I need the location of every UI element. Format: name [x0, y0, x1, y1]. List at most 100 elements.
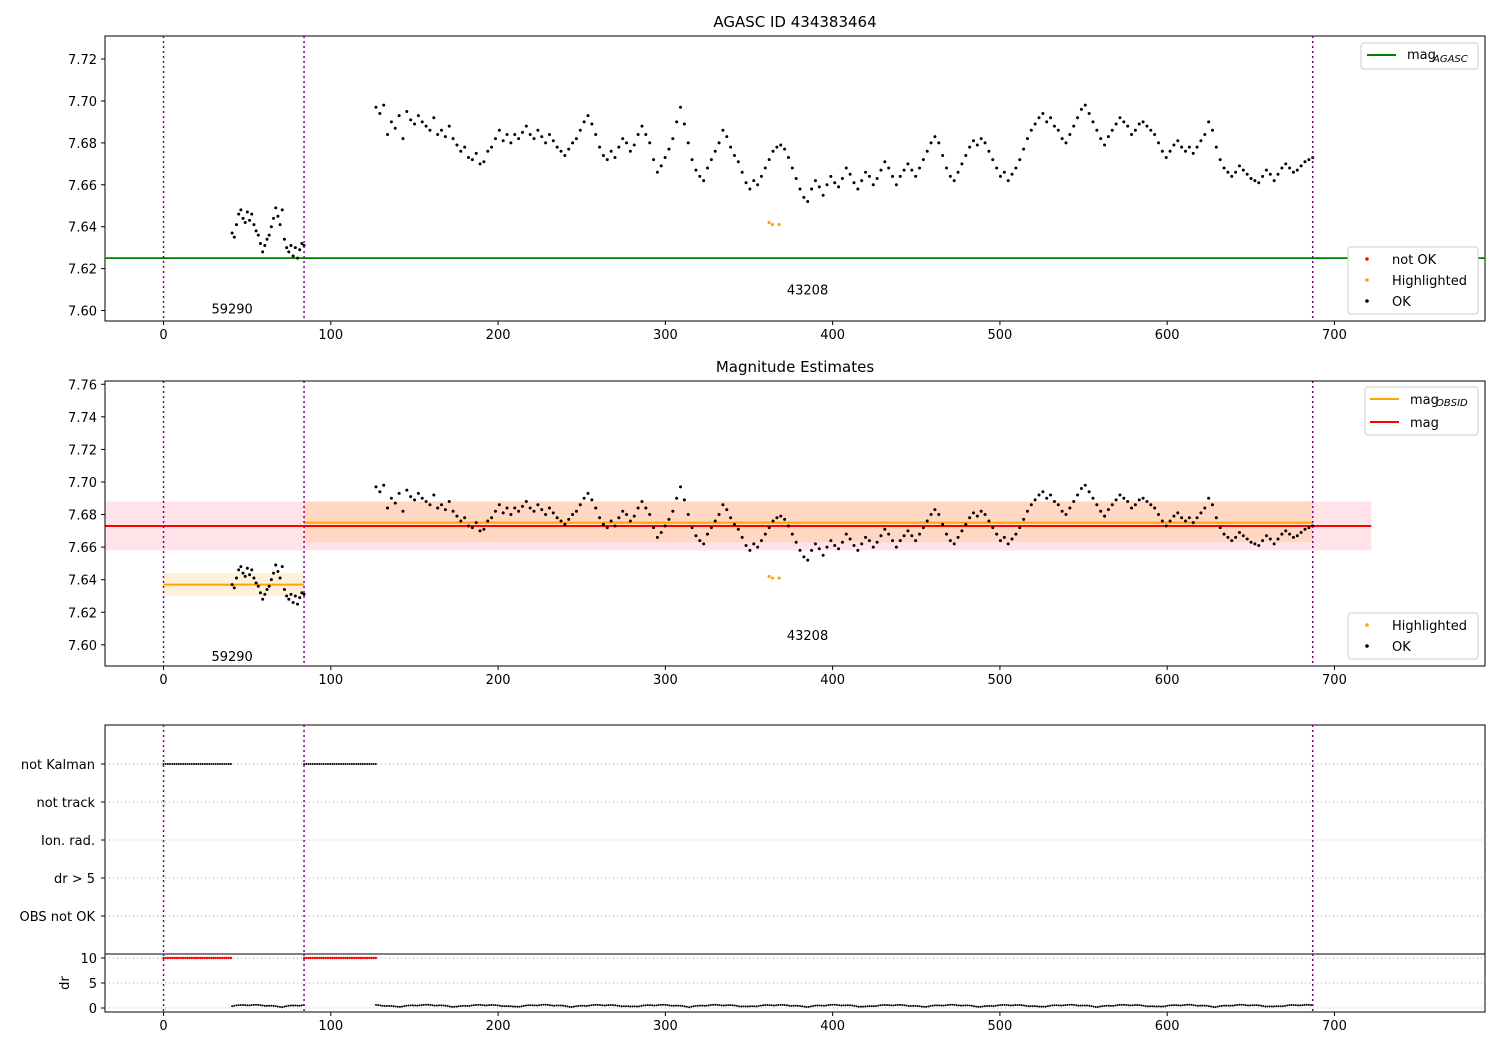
ok-point: [298, 248, 302, 252]
ok-point: [1064, 513, 1068, 517]
dr-point: [518, 1005, 521, 1008]
y-tick-label: 7.64: [68, 574, 97, 589]
ok-point: [1149, 128, 1153, 132]
dr-point: [1001, 1003, 1004, 1006]
ok-point: [744, 181, 748, 185]
ok-point: [536, 128, 540, 132]
ok-point: [1099, 137, 1103, 141]
y-tick-label: 7.72: [68, 443, 97, 458]
dr-point: [1266, 1005, 1269, 1008]
dr-clipped-point: [175, 956, 178, 960]
ok-point: [783, 517, 787, 521]
dr-point: [1218, 1005, 1221, 1008]
ok-point: [374, 485, 378, 489]
dr-point: [655, 1004, 658, 1007]
ok-point: [490, 516, 494, 520]
dr-point: [1303, 1003, 1306, 1006]
dr-point: [1144, 1005, 1147, 1008]
ok-point: [798, 187, 802, 191]
dr-point: [816, 1004, 819, 1007]
dr-point: [1188, 1003, 1191, 1006]
dr-clipped-point: [221, 956, 224, 960]
ok-point: [891, 174, 895, 178]
dr-point: [390, 1004, 393, 1007]
ok-point: [1022, 147, 1026, 151]
dr-point: [946, 1003, 949, 1006]
dr-point: [255, 1003, 258, 1006]
flag-point: [203, 763, 206, 765]
ok-point: [459, 519, 463, 523]
ok-point: [617, 516, 621, 520]
dr-clipped-point: [179, 956, 183, 960]
dr-point: [1005, 1003, 1008, 1006]
ok-point: [1068, 506, 1072, 510]
x-tick-label: 500: [987, 1019, 1012, 1034]
dr-point: [890, 1004, 893, 1007]
dr-point: [785, 1004, 788, 1007]
dr-point: [759, 1004, 762, 1007]
ok-point: [1153, 506, 1157, 510]
dr-point: [555, 1004, 558, 1007]
dr-point: [1027, 1005, 1030, 1008]
ok-point: [802, 195, 806, 199]
ok-point: [258, 241, 262, 245]
ok-point: [883, 527, 887, 531]
ok-point: [929, 141, 933, 145]
dr-point: [1153, 1005, 1156, 1008]
ok-point: [898, 539, 902, 543]
x-tick-label: 0: [159, 328, 167, 343]
dr-point: [1212, 1005, 1215, 1008]
ok-point: [806, 558, 810, 562]
ok-point: [291, 254, 295, 258]
ok-point: [810, 187, 814, 191]
dr-point: [496, 1004, 499, 1007]
ok-point: [605, 526, 609, 530]
dr-point: [1244, 1004, 1247, 1007]
dr-point: [455, 1005, 458, 1008]
legend-ok: OK: [1392, 295, 1411, 310]
dr-clipped-point: [194, 956, 198, 960]
dr-clipped-point: [197, 956, 200, 960]
ok-point: [1183, 519, 1187, 523]
dr-clipped-point: [227, 956, 230, 960]
dr-point: [575, 1005, 578, 1008]
dr-point: [1294, 1004, 1297, 1007]
dr-point: [772, 1004, 775, 1007]
ok-point: [1245, 172, 1249, 176]
ok-point: [632, 514, 636, 518]
ok-point: [829, 539, 833, 543]
ok-point: [1237, 164, 1241, 168]
dr-clipped-point: [305, 956, 308, 960]
dr-point: [729, 1004, 732, 1007]
ok-point: [513, 132, 517, 136]
x-tick-label: 200: [486, 673, 511, 688]
dr-point: [1081, 1004, 1084, 1007]
dr-point: [239, 1004, 242, 1007]
dr-point: [1233, 1004, 1236, 1007]
ok-point: [1241, 534, 1245, 538]
dr-point: [870, 1005, 873, 1008]
dr-point: [1044, 1005, 1047, 1008]
dr-point: [522, 1004, 525, 1007]
dr-clipped-point: [302, 956, 306, 960]
dr-point: [1092, 1005, 1095, 1008]
dr-point: [1264, 1005, 1267, 1008]
dr-point: [1101, 1005, 1104, 1008]
ok-point: [1157, 513, 1161, 517]
ok-point: [1168, 149, 1172, 153]
dr-point: [250, 1004, 253, 1007]
ok-point: [848, 172, 852, 176]
flag-point: [166, 763, 169, 765]
ok-point: [1145, 500, 1149, 504]
ok-point: [906, 162, 910, 166]
dr-point: [883, 1003, 886, 1006]
ok-point: [269, 225, 273, 229]
ok-point: [652, 158, 656, 162]
ok-point: [540, 135, 544, 139]
ok-point: [1033, 122, 1037, 126]
ok-point: [567, 147, 571, 151]
dr-point: [1090, 1005, 1093, 1008]
ok-point: [1222, 532, 1226, 536]
ok-point: [721, 128, 725, 132]
dr-point: [994, 1004, 997, 1007]
